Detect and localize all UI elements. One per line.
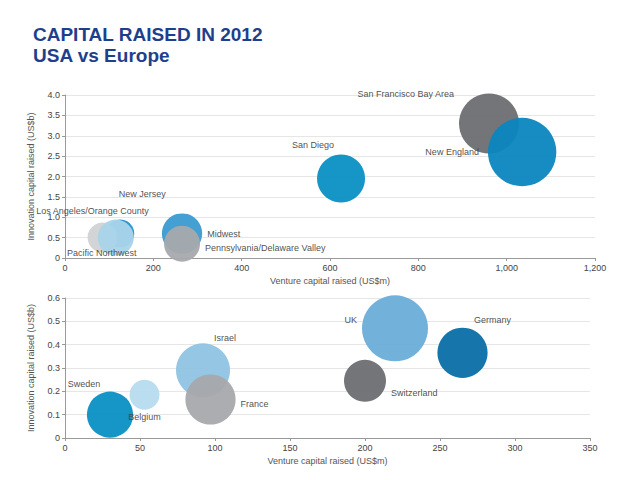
svg-text:400: 400 bbox=[234, 263, 249, 273]
svg-text:0.5: 0.5 bbox=[47, 316, 60, 326]
svg-text:New Jersey: New Jersey bbox=[119, 189, 167, 199]
svg-text:250: 250 bbox=[432, 443, 447, 453]
svg-text:1.5: 1.5 bbox=[47, 192, 60, 202]
svg-text:Germany: Germany bbox=[474, 315, 512, 325]
svg-text:San Diego: San Diego bbox=[292, 140, 334, 150]
svg-text:0: 0 bbox=[62, 443, 67, 453]
svg-text:Venture capital raised (US$m): Venture capital raised (US$m) bbox=[267, 456, 387, 466]
svg-text:300: 300 bbox=[507, 443, 522, 453]
svg-text:San Francisco Bay Area: San Francisco Bay Area bbox=[357, 89, 454, 99]
svg-text:150: 150 bbox=[282, 443, 297, 453]
svg-text:200: 200 bbox=[146, 263, 161, 273]
svg-text:Pennsylvania/Delaware Valley: Pennsylvania/Delaware Valley bbox=[205, 243, 326, 253]
svg-text:3.0: 3.0 bbox=[47, 131, 60, 141]
svg-text:50: 50 bbox=[135, 443, 145, 453]
svg-text:0: 0 bbox=[55, 433, 60, 443]
svg-text:0.4: 0.4 bbox=[47, 340, 60, 350]
svg-text:1,000: 1,000 bbox=[495, 263, 518, 273]
svg-text:Israel: Israel bbox=[214, 333, 236, 343]
svg-text:1.0: 1.0 bbox=[47, 212, 60, 223]
svg-text:2.5: 2.5 bbox=[47, 151, 60, 161]
svg-text:Switzerland: Switzerland bbox=[391, 388, 438, 398]
svg-text:Pacific Northwest: Pacific Northwest bbox=[67, 248, 137, 258]
svg-text:Innovation capital raised (US$: Innovation capital raised (US$b) bbox=[26, 304, 36, 432]
svg-text:Midwest: Midwest bbox=[207, 229, 241, 239]
svg-text:800: 800 bbox=[411, 263, 426, 273]
svg-text:0.5: 0.5 bbox=[47, 233, 60, 243]
svg-text:200: 200 bbox=[357, 443, 372, 453]
svg-text:0: 0 bbox=[55, 253, 60, 263]
svg-text:Los Angeles/Orange County: Los Angeles/Orange County bbox=[36, 206, 149, 216]
svg-text:0.1: 0.1 bbox=[47, 410, 60, 420]
svg-text:New England: New England bbox=[425, 147, 479, 157]
svg-text:CAPITAL RAISED IN 2012: CAPITAL RAISED IN 2012 bbox=[33, 24, 262, 45]
svg-text:Innovation capital raised (US$: Innovation capital raised (US$b) bbox=[26, 112, 36, 240]
svg-text:350: 350 bbox=[582, 443, 597, 453]
svg-text:0: 0 bbox=[62, 263, 67, 273]
svg-text:600: 600 bbox=[322, 263, 337, 273]
svg-text:UK: UK bbox=[344, 315, 357, 325]
svg-text:2.0: 2.0 bbox=[47, 172, 60, 182]
svg-text:USA vs Europe: USA vs Europe bbox=[33, 45, 170, 66]
svg-text:Belgium: Belgium bbox=[128, 412, 161, 422]
svg-text:1,200: 1,200 bbox=[584, 263, 607, 273]
svg-text:4.0: 4.0 bbox=[47, 90, 60, 100]
svg-text:100: 100 bbox=[207, 443, 222, 453]
svg-text:0.6: 0.6 bbox=[47, 293, 60, 303]
svg-text:France: France bbox=[241, 399, 269, 409]
svg-text:0.2: 0.2 bbox=[47, 386, 60, 396]
svg-text:Venture capital raised (US$m): Venture capital raised (US$m) bbox=[270, 276, 390, 286]
svg-text:Sweden: Sweden bbox=[68, 379, 101, 389]
svg-text:3.5: 3.5 bbox=[47, 110, 60, 120]
svg-text:0.3: 0.3 bbox=[47, 363, 60, 373]
